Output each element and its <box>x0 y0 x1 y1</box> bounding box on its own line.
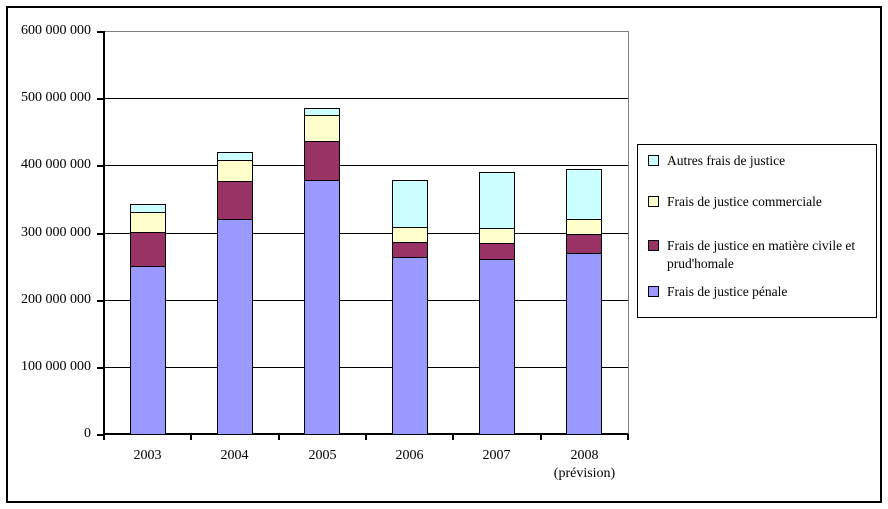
x-axis-label-2003: 2003 <box>133 448 162 463</box>
legend-swatch-frais-de-justice-commerciale <box>648 196 659 207</box>
bar-2003-segment-frais-de-justice-penale <box>130 266 166 435</box>
bar-2008-segment-frais-de-justice-commerciale <box>566 219 602 235</box>
legend-label-frais-de-justice-en-matiere-civile-et-prud-homale: Frais de justice en matière civile et pr… <box>667 238 856 271</box>
y-axis-label: 400 000 000 <box>21 157 91 172</box>
y-axis-tick <box>97 31 104 33</box>
bar-2003-segment-frais-de-justice-en-matiere-civile-et-prud-homale <box>130 232 166 267</box>
x-axis-label-2007: 2007 <box>482 448 511 463</box>
bar-2005-segment-frais-de-justice-penale <box>304 180 340 435</box>
bar-2007-segment-frais-de-justice-en-matiere-civile-et-prud-homale <box>479 243 515 260</box>
x-axis-tick <box>365 434 367 440</box>
chart-border <box>6 6 882 503</box>
x-axis-tick <box>103 434 105 440</box>
y-axis-tick <box>97 300 104 302</box>
x-axis-label-2008: 2008 (prévision) <box>553 448 616 481</box>
legend: Autres frais de justice Frais de justice … <box>637 144 877 318</box>
x-axis-tick <box>190 434 192 440</box>
y-axis-tick <box>97 98 104 100</box>
y-axis-label: 500 000 000 <box>21 90 91 105</box>
bar-2006-segment-autres-frais-de-justice <box>392 180 428 228</box>
x-axis-label-2004: 2004 <box>220 448 249 463</box>
x-axis-tick <box>540 434 542 440</box>
gridline-200000000 <box>104 300 628 301</box>
bar-2003-segment-autres-frais-de-justice <box>130 204 166 213</box>
bar-2005-segment-frais-de-justice-commerciale <box>304 115 340 142</box>
y-axis-tick <box>97 165 104 167</box>
bar-2005-segment-autres-frais-de-justice <box>304 108 340 116</box>
y-axis-tick <box>97 434 104 436</box>
gridline-500000000 <box>104 98 628 99</box>
bar-2003-segment-frais-de-justice-commerciale <box>130 212 166 233</box>
bar-2005-segment-frais-de-justice-en-matiere-civile-et-prud-homale <box>304 141 340 181</box>
bar-2006-segment-frais-de-justice-en-matiere-civile-et-prud-homale <box>392 242 428 258</box>
bar-2007-segment-autres-frais-de-justice <box>479 172 515 229</box>
x-axis-tick <box>452 434 454 440</box>
bar-2004-segment-frais-de-justice-penale <box>217 219 253 435</box>
x-axis-label-2006: 2006 <box>395 448 424 463</box>
x-axis-label-2005: 2005 <box>308 448 337 463</box>
gridline-100000000 <box>104 367 628 368</box>
gridline-300000000 <box>104 233 628 234</box>
bar-2006-segment-frais-de-justice-penale <box>392 257 428 435</box>
y-axis-tick <box>97 233 104 235</box>
bar-2007-segment-frais-de-justice-commerciale <box>479 228 515 244</box>
y-axis-label: 600 000 000 <box>21 23 91 38</box>
plot-border-top <box>104 31 629 32</box>
bar-2004-segment-autres-frais-de-justice <box>217 152 253 161</box>
legend-swatch-frais-de-justice-en-matiere-civile-et-prud-homale <box>648 240 659 251</box>
bar-2008-segment-autres-frais-de-justice <box>566 169 602 220</box>
bar-2004-segment-frais-de-justice-commerciale <box>217 160 253 182</box>
legend-swatch-autres-frais-de-justice <box>648 155 659 166</box>
x-axis-tick <box>278 434 280 440</box>
bar-2008-segment-frais-de-justice-en-matiere-civile-et-prud-homale <box>566 234 602 254</box>
y-axis-label: 200 000 000 <box>21 292 91 307</box>
y-axis-label: 300 000 000 <box>21 225 91 240</box>
legend-label-autres-frais-de-justice: Autres frais de justice <box>667 153 786 168</box>
bar-2008-segment-frais-de-justice-penale <box>566 253 602 435</box>
y-axis-line <box>103 31 105 435</box>
y-axis-tick <box>97 367 104 369</box>
legend-label-frais-de-justice-penale: Frais de justice pénale <box>667 284 788 299</box>
y-axis-label: 0 <box>84 426 91 441</box>
legend-swatch-frais-de-justice-penale <box>648 286 659 297</box>
bar-2006-segment-frais-de-justice-commerciale <box>392 227 428 243</box>
bar-2007-segment-frais-de-justice-penale <box>479 259 515 435</box>
gridline-400000000 <box>104 165 628 166</box>
plot-border-right <box>628 31 629 434</box>
y-axis-label: 100 000 000 <box>21 359 91 374</box>
x-axis-tick <box>627 434 629 440</box>
legend-label-frais-de-justice-commerciale: Frais de justice commerciale <box>667 194 822 209</box>
bar-2004-segment-frais-de-justice-en-matiere-civile-et-prud-homale <box>217 181 253 220</box>
